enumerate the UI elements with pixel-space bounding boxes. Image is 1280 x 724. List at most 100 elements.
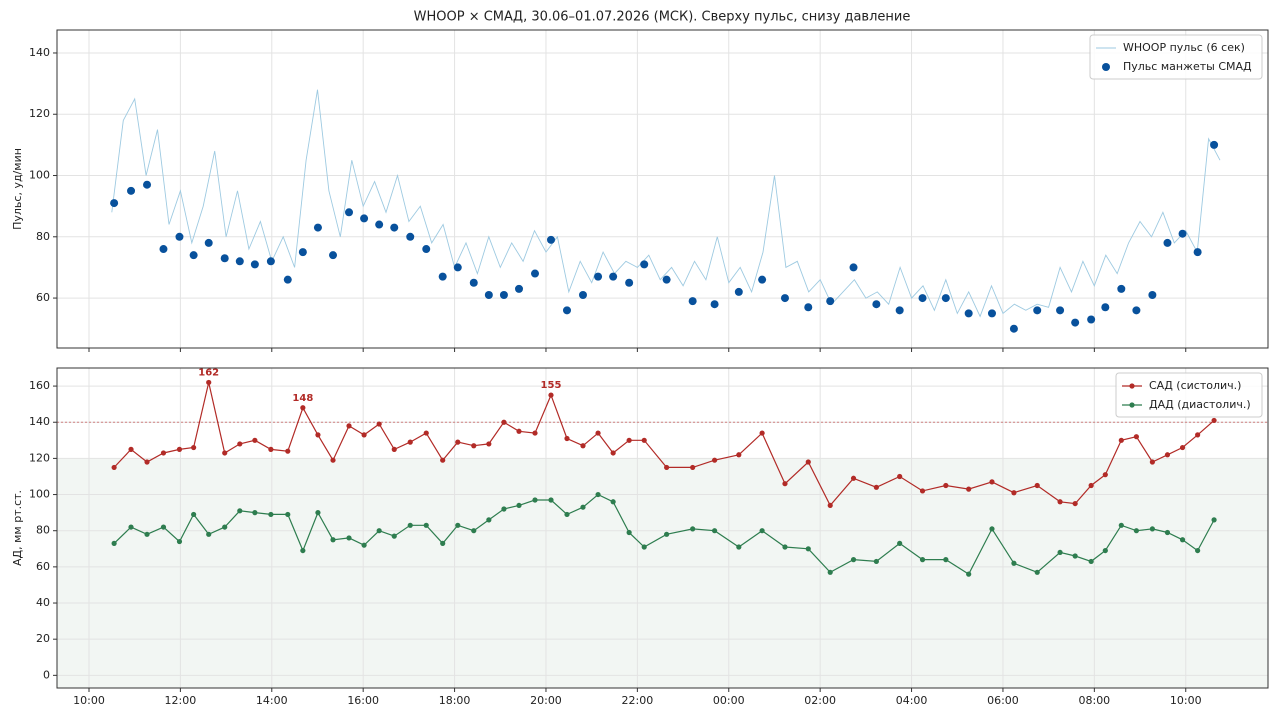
line-marker	[1034, 482, 1040, 489]
scatter-point	[987, 309, 996, 318]
line-marker	[610, 450, 616, 456]
scatter-point	[438, 272, 447, 281]
line-marker	[580, 443, 586, 449]
line-marker	[1133, 434, 1139, 440]
line-marker	[160, 524, 167, 530]
y-tick-label: 60	[36, 560, 50, 573]
scatter-point	[1132, 306, 1141, 315]
x-tick-label: 12:00	[165, 694, 197, 707]
chart-title: WHOOP × СМАД, 30.06–01.07.2026 (МСК). Св…	[414, 10, 911, 25]
line-marker	[966, 571, 972, 577]
y-axis-label: Пульс, уд/мин	[11, 148, 24, 230]
line-marker	[610, 499, 616, 505]
line-marker	[501, 419, 507, 425]
line-marker	[1088, 482, 1094, 489]
line-marker	[191, 444, 197, 451]
x-tick-label: 10:00	[73, 694, 105, 707]
line-marker	[111, 540, 117, 546]
line-marker	[1057, 549, 1063, 556]
line-marker	[423, 430, 429, 436]
line-marker	[191, 511, 197, 518]
line-marker	[782, 544, 788, 550]
normal-zone	[57, 458, 1268, 688]
line-marker	[300, 405, 306, 411]
scatter-point	[1009, 324, 1018, 333]
scatter-point	[1033, 306, 1042, 315]
line-marker	[252, 437, 258, 443]
line-marker	[626, 529, 632, 536]
line-marker	[827, 502, 833, 509]
line-marker	[206, 379, 212, 386]
plot-frame	[56, 29, 1269, 349]
line-marker	[827, 569, 833, 575]
value-label: 148	[292, 393, 313, 404]
line-marker	[330, 457, 336, 463]
legend-box	[1115, 372, 1263, 418]
line-marker	[1195, 432, 1201, 438]
legend-label: САД (систолич.)	[1149, 379, 1241, 392]
line-marker	[1034, 569, 1040, 575]
scatter-point	[375, 220, 384, 229]
line-marker	[641, 544, 647, 550]
scatter-point	[1148, 291, 1157, 299]
line-marker	[919, 557, 926, 563]
scatter-point	[826, 297, 835, 306]
line-marker	[626, 437, 632, 443]
line-marker	[455, 439, 461, 445]
scatter-point	[406, 232, 415, 241]
line-marker	[315, 432, 321, 438]
scatter-point	[283, 275, 292, 284]
line-marker	[1118, 437, 1124, 443]
scatter-point	[250, 260, 259, 269]
y-tick-label: 80	[36, 524, 50, 537]
line-marker	[315, 510, 321, 516]
line-marker	[850, 475, 857, 481]
scatter-point	[360, 214, 369, 223]
line-marker	[759, 528, 765, 534]
line-marker	[391, 533, 397, 539]
line-marker	[548, 392, 554, 398]
line-marker	[690, 526, 696, 532]
y-tick-label: 140	[29, 46, 50, 59]
scatter-point	[941, 294, 950, 303]
y-tick-label: 80	[36, 230, 50, 243]
x-tick-label: 02:00	[804, 694, 836, 707]
scatter-point	[562, 306, 571, 315]
line-marker	[1102, 472, 1108, 478]
scatter-point	[235, 257, 244, 266]
line-marker	[1011, 560, 1017, 566]
line-marker	[471, 528, 477, 534]
line-marker	[564, 511, 570, 518]
line-marker	[455, 522, 461, 528]
line-marker	[222, 450, 228, 456]
line-marker	[1102, 547, 1108, 554]
x-tick-label: 18:00	[439, 694, 471, 707]
line-marker	[595, 430, 601, 436]
line-marker	[206, 531, 212, 537]
line-marker	[873, 558, 879, 565]
scatter-point	[640, 260, 649, 269]
scatter-point	[499, 291, 508, 299]
plot-frame	[56, 367, 1269, 689]
line-marker	[548, 497, 554, 503]
line-marker	[330, 537, 336, 543]
scatter-point	[662, 275, 671, 284]
line-marker	[128, 446, 134, 452]
x-tick-label: 06:00	[987, 694, 1019, 707]
y-axis-label: АД, мм рт.ст.	[11, 490, 24, 566]
scatter-point	[546, 235, 555, 244]
y-tick-label: 40	[36, 596, 50, 609]
line-marker	[268, 446, 274, 452]
line-marker	[1211, 417, 1217, 424]
scatter-point	[189, 251, 198, 260]
line-marker	[1149, 459, 1155, 465]
legend-marker	[1129, 402, 1135, 408]
scatter-point	[872, 300, 881, 309]
line-marker	[486, 517, 492, 523]
scatter-point	[1087, 315, 1096, 324]
line-marker	[1057, 499, 1063, 505]
y-tick-label: 100	[29, 488, 50, 501]
scatter-point	[964, 309, 973, 318]
line-marker	[782, 481, 788, 487]
value-label: 162	[198, 367, 219, 378]
